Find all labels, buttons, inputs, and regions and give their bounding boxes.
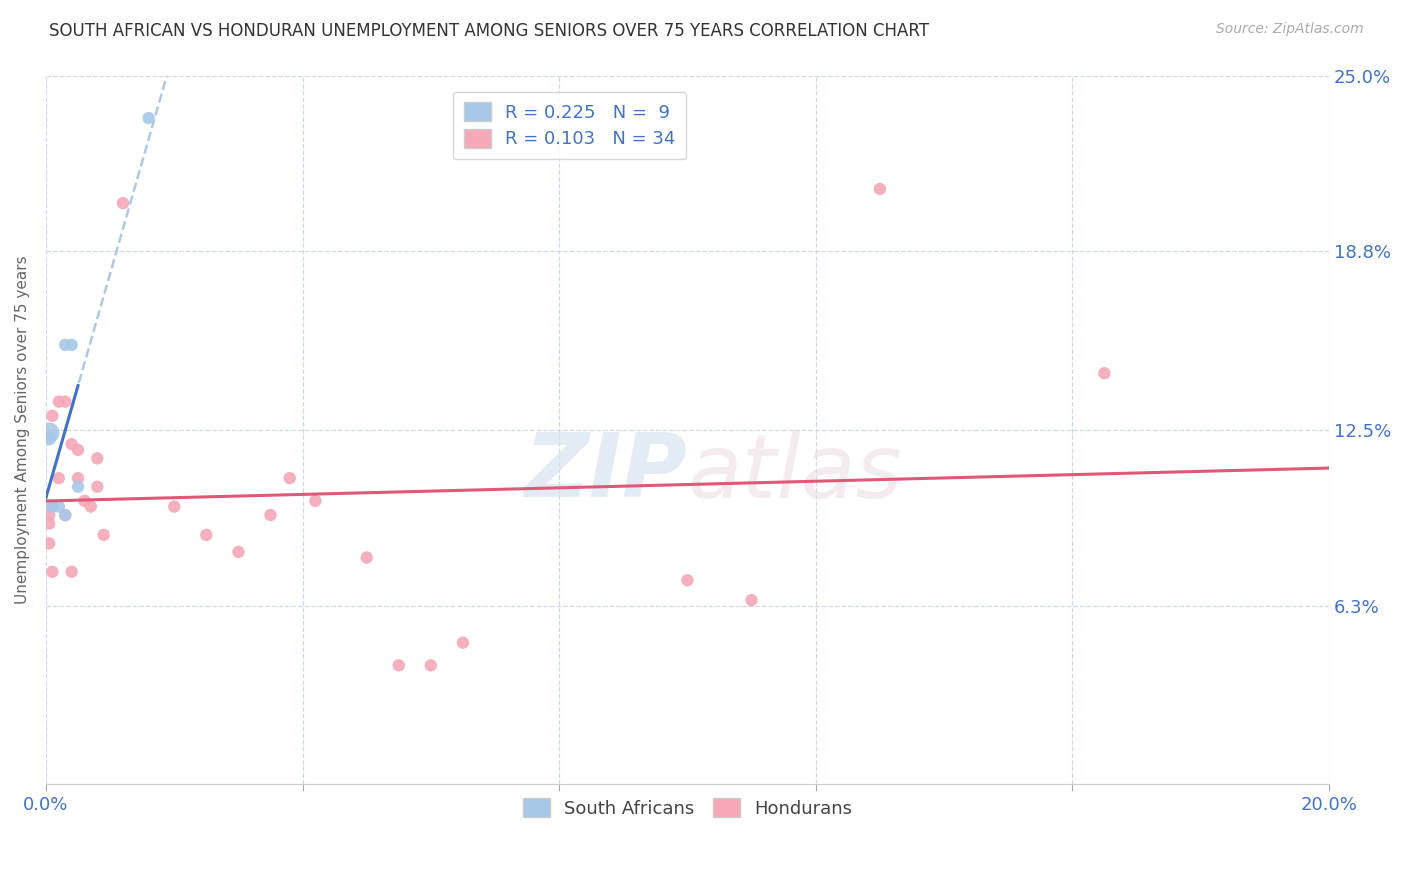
- Point: [38, 432, 60, 446]
- Text: ZIP: ZIP: [524, 429, 688, 516]
- Point: [1092, 366, 1115, 380]
- Point: [38, 508, 60, 522]
- Point: [48, 500, 70, 514]
- Legend: South Africans, Hondurans: South Africans, Hondurans: [516, 791, 859, 825]
- Point: [80, 500, 103, 514]
- Point: [676, 574, 699, 588]
- Point: [741, 593, 763, 607]
- Point: [53, 394, 76, 409]
- Point: [38, 536, 60, 550]
- Point: [60, 565, 83, 579]
- Point: [67, 471, 90, 485]
- Y-axis label: Unemployment Among Seniors over 75 years: Unemployment Among Seniors over 75 years: [15, 256, 30, 604]
- Point: [41, 500, 63, 514]
- Point: [304, 494, 326, 508]
- Point: [41, 409, 63, 423]
- Point: [419, 658, 441, 673]
- Text: atlas: atlas: [688, 430, 903, 516]
- Point: [138, 111, 160, 125]
- Point: [67, 480, 90, 494]
- Point: [48, 394, 70, 409]
- Point: [53, 338, 76, 352]
- Point: [86, 451, 108, 466]
- Point: [388, 658, 411, 673]
- Text: SOUTH AFRICAN VS HONDURAN UNEMPLOYMENT AMONG SENIORS OVER 75 YEARS CORRELATION C: SOUTH AFRICAN VS HONDURAN UNEMPLOYMENT A…: [49, 22, 929, 40]
- Point: [38, 516, 60, 531]
- Point: [38, 425, 60, 440]
- Point: [73, 494, 96, 508]
- Point: [41, 565, 63, 579]
- Point: [60, 437, 83, 451]
- Point: [356, 550, 378, 565]
- Point: [53, 508, 76, 522]
- Point: [41, 500, 63, 514]
- Point: [48, 471, 70, 485]
- Point: [111, 196, 134, 211]
- Point: [67, 442, 90, 457]
- Point: [60, 338, 83, 352]
- Point: [86, 480, 108, 494]
- Point: [451, 635, 474, 649]
- Text: Source: ZipAtlas.com: Source: ZipAtlas.com: [1216, 22, 1364, 37]
- Point: [93, 528, 115, 542]
- Point: [53, 508, 76, 522]
- Point: [195, 528, 218, 542]
- Point: [228, 545, 250, 559]
- Point: [259, 508, 281, 522]
- Point: [278, 471, 301, 485]
- Point: [163, 500, 186, 514]
- Point: [869, 182, 891, 196]
